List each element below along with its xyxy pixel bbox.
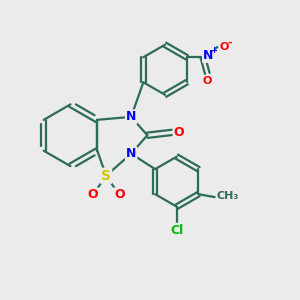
Text: -: - bbox=[228, 38, 232, 47]
Text: O: O bbox=[173, 126, 184, 139]
Text: O: O bbox=[88, 188, 98, 201]
Text: O: O bbox=[114, 188, 125, 201]
Text: N: N bbox=[126, 147, 136, 160]
Text: +: + bbox=[211, 46, 218, 55]
Text: N: N bbox=[203, 49, 213, 62]
Text: N: N bbox=[126, 110, 136, 123]
Text: O: O bbox=[219, 42, 229, 52]
Text: Cl: Cl bbox=[170, 224, 183, 237]
Text: CH₃: CH₃ bbox=[217, 190, 239, 201]
Text: S: S bbox=[101, 169, 111, 183]
Text: O: O bbox=[202, 76, 212, 86]
